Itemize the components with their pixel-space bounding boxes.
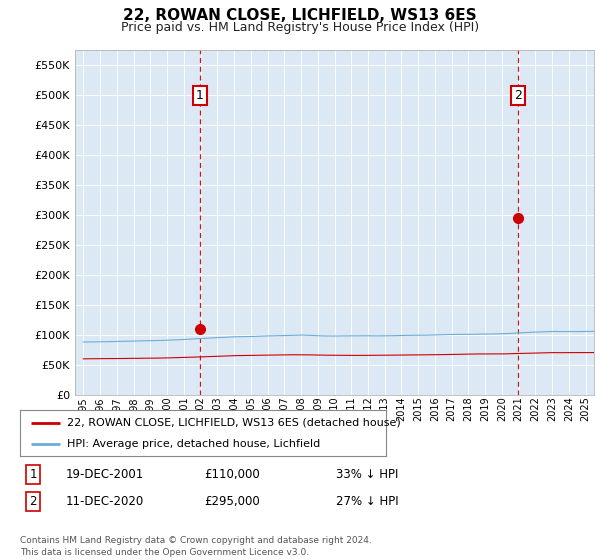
Text: £110,000: £110,000 <box>204 468 260 482</box>
Text: 11-DEC-2020: 11-DEC-2020 <box>66 495 144 508</box>
Text: 1: 1 <box>196 88 204 102</box>
Text: 27% ↓ HPI: 27% ↓ HPI <box>336 495 398 508</box>
Text: 19-DEC-2001: 19-DEC-2001 <box>66 468 144 482</box>
Text: Contains HM Land Registry data © Crown copyright and database right 2024.
This d: Contains HM Land Registry data © Crown c… <box>20 536 371 557</box>
Text: Price paid vs. HM Land Registry's House Price Index (HPI): Price paid vs. HM Land Registry's House … <box>121 21 479 34</box>
Text: 22, ROWAN CLOSE, LICHFIELD, WS13 6ES: 22, ROWAN CLOSE, LICHFIELD, WS13 6ES <box>123 8 477 24</box>
Text: 33% ↓ HPI: 33% ↓ HPI <box>336 468 398 482</box>
Text: 2: 2 <box>29 495 37 508</box>
Text: HPI: Average price, detached house, Lichfield: HPI: Average price, detached house, Lich… <box>67 439 320 449</box>
Text: 22, ROWAN CLOSE, LICHFIELD, WS13 6ES (detached house): 22, ROWAN CLOSE, LICHFIELD, WS13 6ES (de… <box>67 418 401 428</box>
Text: £295,000: £295,000 <box>204 495 260 508</box>
Text: 1: 1 <box>29 468 37 482</box>
Text: 2: 2 <box>514 88 521 102</box>
